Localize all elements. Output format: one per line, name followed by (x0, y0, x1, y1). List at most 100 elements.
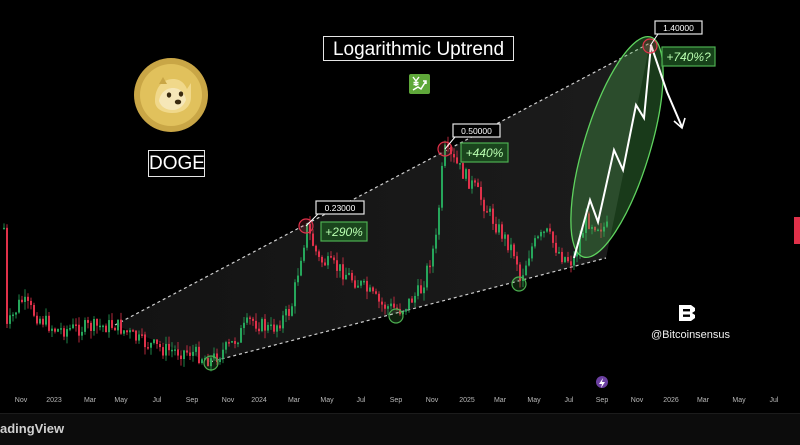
candle-body (12, 314, 14, 317)
candle-body (48, 315, 50, 331)
candle-body (297, 275, 299, 283)
candle-body (219, 358, 221, 363)
candle-body (120, 319, 122, 334)
candle-body (555, 242, 557, 253)
candle-body (456, 157, 458, 164)
candle-body (81, 331, 83, 336)
candle-body (402, 311, 404, 315)
candle-body (378, 293, 380, 302)
candle-body (132, 330, 134, 332)
candle-body (495, 223, 497, 233)
candle-body (234, 341, 236, 344)
candle-body (102, 325, 104, 328)
candle-body (558, 251, 560, 254)
candle-body (192, 351, 194, 356)
x-tick-label: Nov (222, 397, 235, 404)
gain-label: +440% (466, 146, 504, 160)
price-label: 1.40000 (663, 23, 694, 33)
candle-body (480, 186, 482, 200)
candle-body (18, 299, 20, 313)
candle-body (114, 327, 116, 331)
candle-body (123, 330, 125, 334)
candle-body (474, 180, 476, 183)
lightning-icon[interactable] (596, 376, 608, 388)
x-tick-label: Jul (153, 397, 162, 404)
candle-body (186, 350, 188, 353)
x-tick-label: 2025 (459, 397, 475, 404)
candle-body (156, 339, 158, 344)
candle-body (465, 169, 467, 179)
brand-handle: @Bitcoinsensus (651, 329, 731, 341)
candle-body (399, 308, 401, 315)
candle-body (519, 264, 521, 281)
candle-body (372, 287, 374, 292)
candle-body (84, 320, 86, 332)
candle-body (69, 328, 71, 330)
candle-body (228, 342, 230, 344)
upper-trendline (114, 42, 651, 326)
candle-body (381, 301, 383, 305)
x-tick-label: May (114, 397, 128, 404)
candle-body (93, 318, 95, 331)
candle-body (585, 213, 587, 233)
candle-body (42, 318, 44, 325)
candle-body (498, 224, 500, 233)
candle-body (531, 246, 533, 259)
candle-body (213, 353, 215, 359)
candle-body (597, 229, 599, 232)
candle-body (318, 251, 320, 257)
projection-path (573, 44, 683, 259)
low-marker (388, 308, 404, 324)
x-tick-label: Sep (390, 397, 403, 404)
candle-body (183, 350, 185, 360)
candle-body (486, 211, 488, 213)
candle-body (117, 319, 119, 331)
candle-body (351, 272, 353, 281)
x-tick-label: Jul (357, 397, 366, 404)
candle-body (267, 324, 269, 331)
candle-body (429, 265, 431, 268)
x-tick-label: Mar (288, 397, 301, 404)
candle-body (393, 303, 395, 308)
candle-body (237, 342, 239, 345)
candle-body (255, 320, 257, 329)
candle-body (366, 280, 368, 292)
candle-body (594, 226, 596, 231)
x-tick-label: Sep (186, 397, 199, 404)
candle-body (159, 343, 161, 348)
candle-body (90, 322, 92, 331)
candle-body (537, 236, 539, 239)
candle-body (327, 256, 329, 266)
candle-body (162, 347, 164, 356)
candle-body (420, 285, 422, 294)
candle-body (603, 226, 605, 232)
candle-body (285, 308, 287, 316)
candle-body (291, 306, 293, 316)
candle-body (201, 359, 203, 364)
candle-body (246, 317, 248, 323)
candle-body (453, 154, 455, 158)
candle-body (72, 324, 74, 329)
x-tick-label: May (320, 397, 334, 404)
candle-body (282, 315, 284, 329)
footer-bar: adingView (0, 413, 800, 445)
candle-body (294, 282, 296, 307)
candle-body (144, 334, 146, 348)
candle-body (591, 226, 593, 229)
lower-trendline (209, 257, 607, 363)
candle-body (165, 343, 167, 356)
candle-body (390, 303, 392, 307)
candle-body (414, 295, 416, 303)
candle-body (588, 213, 590, 229)
candle-body (45, 315, 47, 325)
candle-body (363, 280, 365, 283)
candle-body (309, 223, 311, 234)
candle-body (582, 232, 584, 238)
candle-body (24, 296, 26, 302)
price-label-box (654, 20, 703, 35)
price-leader-line (649, 33, 659, 47)
x-tick-label: Mar (84, 397, 97, 404)
candle-body (33, 305, 35, 316)
candle-body (249, 317, 251, 319)
